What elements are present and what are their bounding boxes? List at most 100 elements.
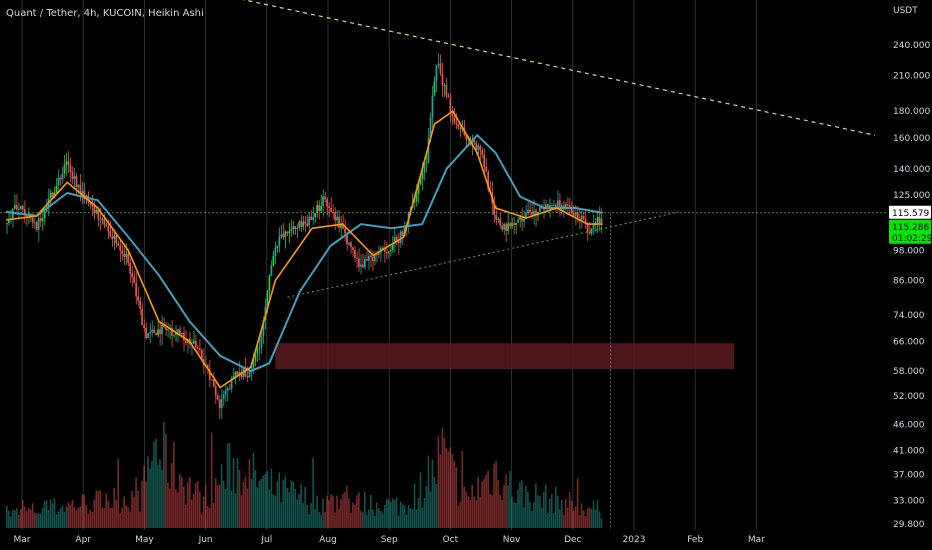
volume-bar	[7, 510, 10, 528]
volume-bar	[61, 505, 64, 528]
volume-bar	[248, 459, 251, 528]
candle-body	[362, 264, 364, 268]
volume-bar	[49, 499, 52, 528]
candle-body	[238, 372, 241, 375]
candle-body	[111, 236, 114, 239]
volume-bar	[234, 493, 237, 528]
volume-bar	[558, 509, 561, 528]
volume-bar	[469, 499, 472, 528]
candle-body	[165, 327, 167, 331]
volume-bar	[212, 503, 215, 528]
candle-body	[566, 204, 569, 206]
volume-bar	[425, 486, 428, 528]
volume-bar	[266, 470, 269, 528]
candle-body	[212, 379, 215, 387]
candle-body	[525, 213, 527, 219]
volume-bar	[360, 511, 362, 528]
volume-bar	[419, 472, 422, 528]
volume-bar	[278, 472, 281, 528]
candle-body	[179, 329, 181, 335]
volume-bar	[383, 505, 386, 528]
candle-body	[312, 216, 314, 220]
candle-body	[423, 163, 426, 174]
volume-bar	[244, 476, 247, 528]
volume-bar	[367, 509, 370, 528]
volume-bar	[338, 508, 340, 528]
candle-body	[282, 234, 285, 238]
candle-body	[284, 231, 287, 238]
candle-body	[240, 372, 243, 378]
candle-body	[531, 211, 533, 215]
volume-bar	[445, 448, 448, 528]
volume-bars	[6, 421, 603, 528]
volume-bar	[443, 438, 446, 528]
volume-bar	[533, 502, 535, 528]
volume-bar	[322, 498, 324, 528]
candle-body	[310, 216, 313, 220]
candle-body	[137, 296, 139, 301]
candle-body	[256, 349, 259, 354]
candle-body	[121, 250, 124, 254]
candle-body	[403, 225, 406, 236]
volume-bar	[77, 507, 80, 528]
candle-body	[71, 171, 74, 180]
candle-body	[336, 216, 338, 221]
candle-body	[477, 145, 480, 151]
volume-bar	[344, 491, 346, 528]
volume-bar	[202, 496, 205, 528]
candle-body	[449, 97, 452, 114]
candle-body	[177, 329, 179, 333]
volume-bar	[346, 485, 348, 528]
y-tick-label: 41.000	[893, 447, 925, 457]
candle-body	[371, 256, 374, 262]
volume-bar	[260, 478, 263, 528]
price-value: 115.286	[892, 223, 929, 233]
candle-body	[383, 247, 386, 252]
candle-body	[574, 212, 577, 216]
volume-bar	[9, 516, 12, 528]
y-axis: 240.000 210.000 180.000 160.000 140.000 125.0…	[893, 41, 930, 530]
candle-body	[31, 218, 34, 223]
candle-body	[163, 324, 165, 328]
candle-body	[354, 249, 356, 258]
candle-body	[57, 177, 60, 186]
candle-body	[101, 218, 104, 220]
volume-bar	[65, 506, 68, 528]
volume-bar	[173, 441, 175, 528]
candle-body	[523, 218, 525, 222]
candle-body	[115, 235, 118, 244]
volume-bar	[324, 511, 326, 528]
candle-body	[113, 235, 116, 239]
candle-body	[131, 273, 133, 277]
volume-bar	[284, 476, 287, 528]
candle-body	[447, 95, 450, 98]
candle-body	[206, 365, 209, 369]
candle-body	[513, 223, 515, 225]
candle-body	[519, 217, 521, 220]
candle-body	[352, 247, 354, 250]
volume-bar	[429, 491, 432, 528]
candle-body	[550, 205, 553, 207]
volume-bar	[564, 498, 567, 528]
volume-bar	[423, 497, 426, 528]
volume-bar	[584, 516, 587, 528]
candle-body	[539, 207, 541, 212]
candle-body	[147, 333, 149, 338]
candle-body	[302, 221, 305, 227]
volume-bar	[449, 447, 452, 528]
volume-bar	[562, 514, 565, 528]
candle-body	[99, 218, 102, 220]
candle-body	[391, 243, 394, 251]
candle-body	[185, 340, 187, 343]
volume-bar	[143, 465, 145, 528]
candle-body	[75, 176, 78, 188]
volume-bar	[475, 500, 477, 528]
candle-body	[230, 378, 233, 389]
last-close-badge: 115.579	[889, 205, 931, 219]
candle-body	[220, 398, 223, 409]
volume-bar	[183, 486, 185, 528]
candle-body	[294, 226, 297, 230]
candle-body	[481, 150, 484, 155]
